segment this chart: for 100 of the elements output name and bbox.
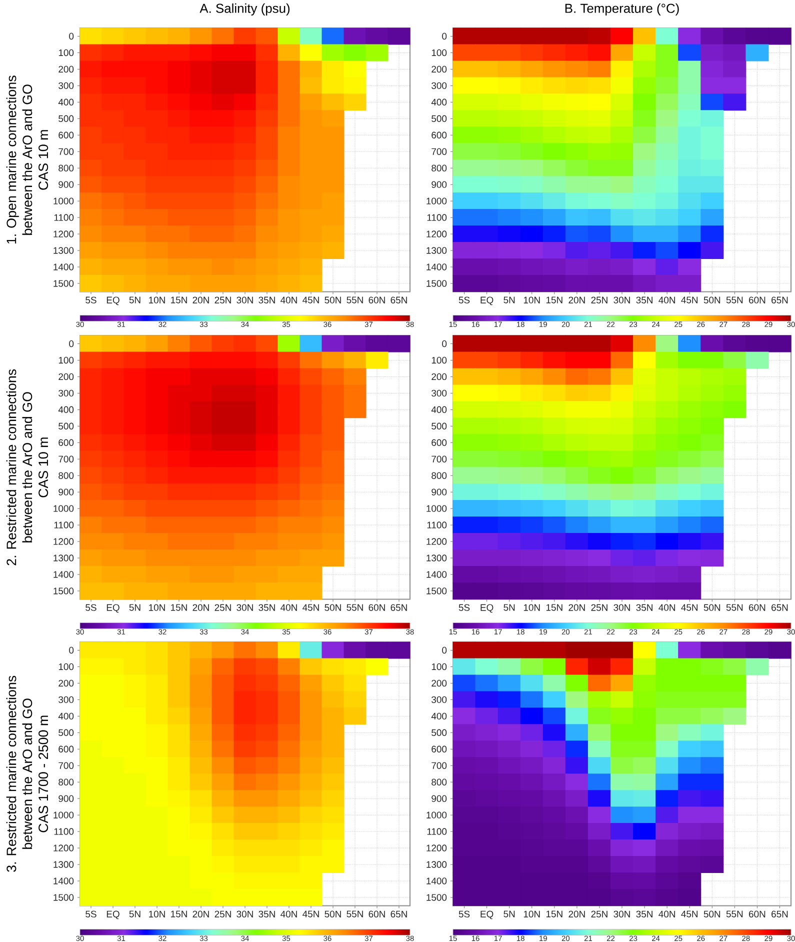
y-tick-label: 400	[58, 98, 74, 106]
y-tick-label: 1500	[426, 280, 447, 287]
y-tick-label: 1400	[426, 264, 447, 270]
y-tick-label: 0	[442, 32, 447, 40]
y-tick-label: 1000	[426, 812, 447, 818]
x-tick-label: 10N	[149, 296, 165, 304]
y-tick-label: 100	[58, 663, 74, 670]
x-tick-label: 25N	[591, 296, 608, 304]
x-tick-label: EQ	[480, 910, 494, 920]
y-tick-label: 1000	[54, 812, 74, 818]
y-tick-label: 400	[431, 98, 447, 106]
y-tick-label: 0	[69, 340, 74, 348]
y-tick-label: 200	[432, 373, 447, 380]
y-tick-label: 800	[432, 164, 447, 172]
y-tick-label: 800	[432, 778, 447, 786]
x-tick-label: 45N	[681, 296, 698, 304]
x-tick-label: 55N	[346, 910, 363, 918]
x-tick-label: 35N	[258, 296, 275, 304]
y-tick-label: 900	[432, 181, 447, 188]
y-tick-label: 1300	[54, 554, 74, 562]
y-tick-label: 100	[432, 356, 447, 364]
y-tick-label: 200	[58, 66, 74, 73]
y-tick-label: 500	[432, 729, 447, 736]
y-tick-label: 1000	[54, 198, 74, 204]
y-tick-label: 1500	[54, 894, 74, 901]
x-tick-label: 60N	[749, 296, 766, 304]
y-tick-label: 300	[432, 696, 447, 704]
y-tick-label: 0	[442, 646, 447, 654]
x-tick-label: 40N	[280, 604, 297, 611]
y-tick-label: 1300	[426, 554, 447, 562]
y-tick-label: 0	[69, 646, 74, 654]
y-tick-label: 1300	[54, 247, 74, 254]
x-tick-label: 5S	[86, 296, 96, 304]
x-tick-label: 55N	[346, 296, 363, 304]
x-tick-label: 5N	[504, 296, 515, 304]
y-tick-label: 1000	[426, 505, 447, 512]
x-tick-label: 45N	[302, 296, 319, 304]
x-tick-label: 25N	[214, 604, 231, 611]
x-tick-label: 20N	[568, 910, 585, 918]
y-tick-label: 600	[58, 439, 74, 446]
y-tick-label: 900	[58, 488, 74, 496]
y-tick-label: 700	[432, 148, 447, 155]
x-tick-label: 20N	[568, 296, 585, 304]
y-tick-label: 1300	[426, 861, 447, 868]
y-tick-label: 1500	[54, 280, 74, 287]
x-tick-label: 55N	[346, 604, 363, 611]
y-tick-label: 300	[58, 82, 74, 90]
x-tick-label: 50N	[704, 604, 720, 611]
y-tick-label: 1200	[54, 230, 74, 238]
y-tick-label: 800	[58, 164, 74, 172]
y-tick-label: 400	[58, 712, 74, 720]
x-tick-label: 5S	[458, 604, 470, 611]
x-tick-label: 55N	[726, 910, 743, 918]
y-tick-label: 700	[432, 456, 447, 462]
y-tick-label: 800	[58, 472, 74, 479]
x-tick-label: EQ	[480, 296, 494, 306]
y-tick-label: 1200	[426, 844, 447, 852]
x-tick-label: 50N	[324, 910, 341, 918]
y-tick-label: 600	[432, 132, 447, 138]
x-tick-label: 60N	[368, 604, 385, 611]
y-axis-title: 1. Open marine connections between the ArO and GO CAS 10 m	[6, 76, 48, 244]
x-tick-label: 40N	[280, 910, 297, 918]
y-tick-label: 200	[432, 680, 447, 687]
y-tick-label: 300	[58, 390, 74, 397]
x-tick-label: 35N	[258, 604, 275, 611]
x-tick-label: 35N	[636, 296, 652, 304]
x-tick-label: 55N	[726, 604, 743, 611]
y-tick-label: 500	[432, 422, 447, 430]
y-tick-label: 400	[431, 712, 447, 720]
x-tick-label: 5N	[129, 604, 140, 611]
y-tick-label: 1500	[426, 588, 447, 594]
x-tick-label: 15N	[171, 604, 187, 611]
y-tick-label: 600	[58, 132, 74, 138]
x-tick-label: 15N	[171, 296, 187, 304]
x-tick-label: 5N	[504, 910, 515, 918]
y-tick-label: 800	[432, 472, 447, 479]
y-tick-label: 1100	[54, 214, 74, 221]
x-tick-label: 15N	[546, 910, 562, 918]
x-tick-label: 60N	[368, 296, 385, 304]
x-tick-label: 45N	[681, 604, 698, 611]
y-tick-label: 1400	[54, 264, 74, 270]
x-tick-label: EQ	[106, 296, 120, 306]
x-tick-label: 5S	[86, 604, 96, 611]
y-tick-label: 0	[69, 32, 74, 40]
x-tick-label: 60N	[749, 604, 766, 611]
y-tick-label: 700	[432, 762, 447, 769]
y-tick-label: 1100	[427, 828, 447, 835]
x-tick-label: 65N	[772, 296, 788, 304]
x-tick-label: 65N	[390, 604, 407, 611]
x-tick-label: 45N	[681, 910, 698, 918]
x-tick-label: 45N	[302, 604, 319, 611]
x-tick-label: 5N	[504, 604, 515, 611]
y-tick-label: 100	[432, 49, 447, 56]
x-tick-label: 30N	[614, 910, 630, 918]
y-tick-label: 400	[58, 406, 74, 414]
x-tick-label: 15N	[546, 296, 562, 304]
y-tick-label: 700	[58, 762, 74, 769]
y-tick-label: 1000	[426, 198, 447, 204]
y-tick-label: 1100	[427, 214, 447, 221]
y-tick-label: 600	[432, 439, 447, 446]
